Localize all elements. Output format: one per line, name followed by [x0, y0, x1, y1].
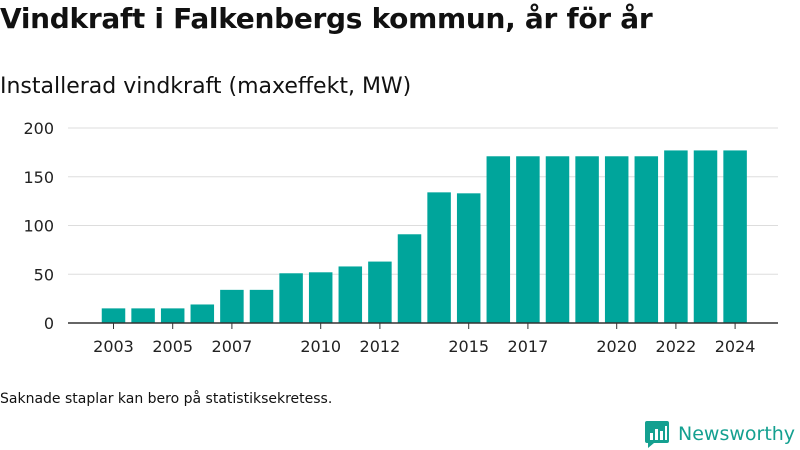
bar-2016 — [486, 156, 511, 323]
x-tick-label-2003: 2003 — [93, 337, 134, 356]
x-tick-label-2007: 2007 — [212, 337, 253, 356]
newsworthy-logo-icon — [645, 421, 669, 448]
y-tick-label-100: 100 — [23, 217, 54, 236]
chart-subtitle: Installerad vindkraft (maxeffekt, MW) — [0, 74, 412, 99]
x-tick-label-2017: 2017 — [508, 337, 549, 356]
bar-2015 — [456, 193, 481, 323]
bar-2012 — [368, 261, 392, 323]
bar-2018 — [545, 156, 570, 323]
x-tick-label-2022: 2022 — [656, 337, 697, 356]
bar-2023 — [693, 150, 718, 323]
footnote: Saknade staplar kan bero på statistiksek… — [0, 391, 333, 407]
brand-logo: Newsworthy — [644, 420, 795, 448]
bar-2021 — [634, 156, 659, 323]
bar-2007 — [220, 289, 244, 323]
y-tick-label-150: 150 — [23, 168, 54, 187]
x-tick-label-2020: 2020 — [596, 337, 637, 356]
bar-2020 — [604, 156, 629, 323]
bar-2022 — [664, 150, 688, 323]
bar-2004 — [131, 308, 155, 323]
bar-2024 — [723, 150, 747, 323]
bar-2005 — [160, 308, 185, 323]
x-tick-label-2024: 2024 — [715, 337, 756, 356]
x-tick-label-2012: 2012 — [360, 337, 401, 356]
y-tick-label-200: 200 — [23, 119, 54, 138]
y-tick-label-0: 0 — [44, 314, 54, 333]
bar-2019 — [575, 156, 599, 323]
bar-2013 — [397, 234, 422, 323]
x-tick-label-2005: 2005 — [152, 337, 193, 356]
bar-2011 — [338, 266, 363, 323]
bar-2008 — [249, 289, 274, 323]
bar-2003 — [101, 308, 126, 323]
chart-title: Vindkraft i Falkenbergs kommun, år för å… — [0, 2, 653, 35]
bar-2006 — [190, 304, 215, 323]
bar-2009 — [279, 273, 303, 323]
bar-2010 — [308, 272, 333, 323]
x-tick-label-2015: 2015 — [448, 337, 489, 356]
y-tick-label-50: 50 — [34, 265, 54, 284]
bar-2014 — [427, 192, 451, 323]
brand-name: Newsworthy — [678, 423, 796, 445]
bar-chart: 0 50 100 150 200 2003 2005 2007 2010 2012 2015 2017… — [23, 119, 778, 356]
bar-2017 — [516, 156, 540, 323]
x-tick-label-2010: 2010 — [300, 337, 341, 356]
